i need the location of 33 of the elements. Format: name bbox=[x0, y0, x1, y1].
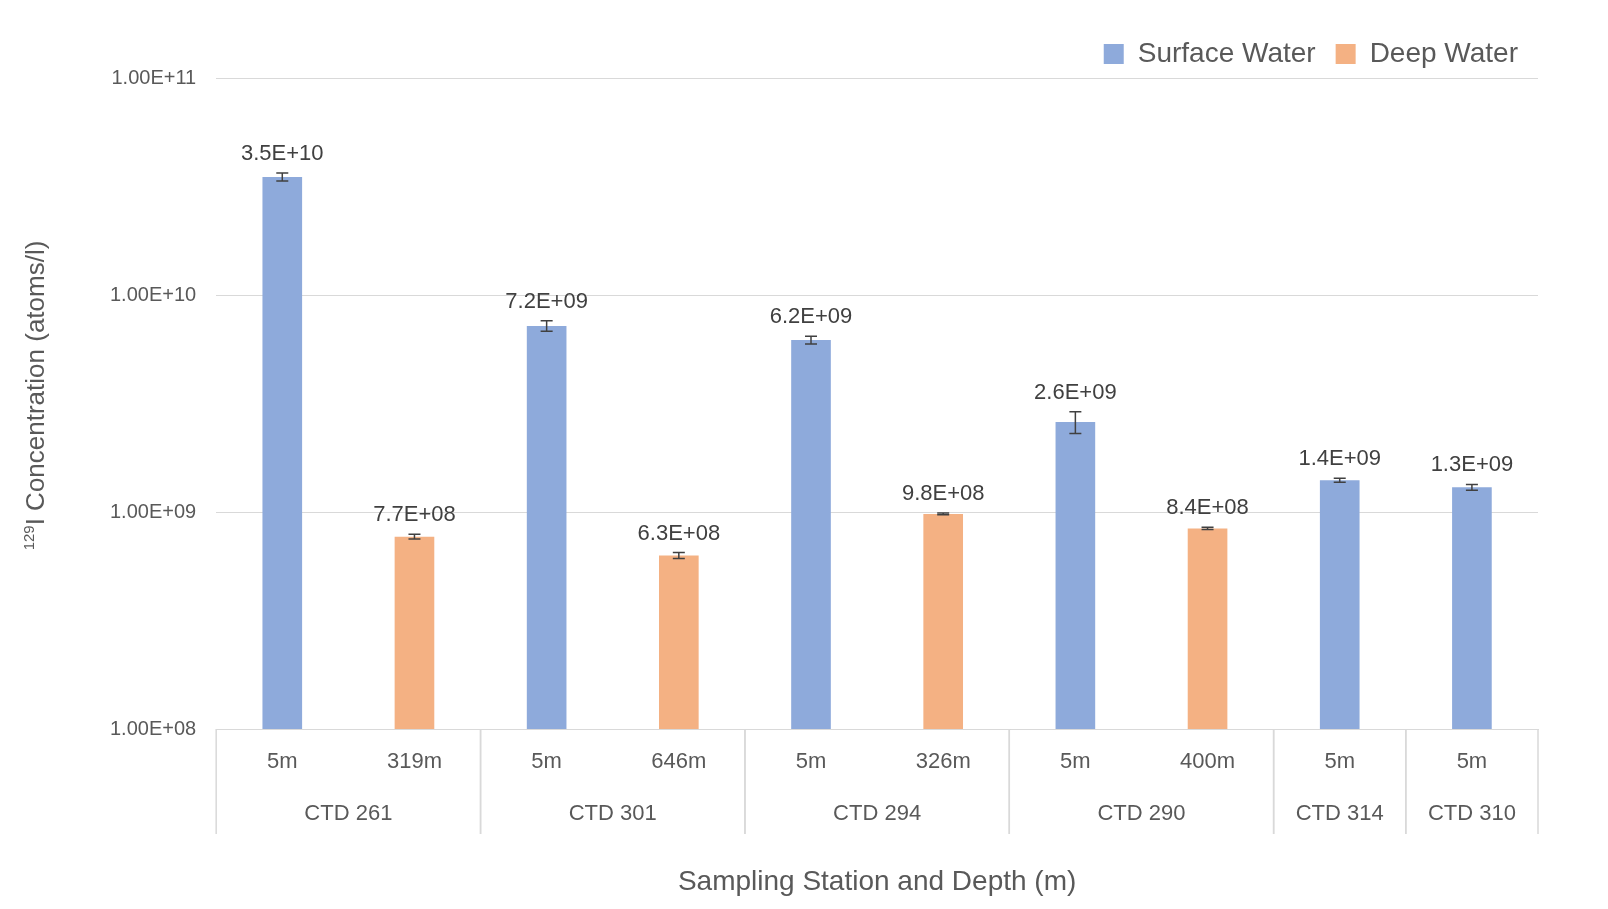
data-label: 8.4E+08 bbox=[1166, 494, 1249, 520]
text: CTD 314 bbox=[1295, 800, 1384, 826]
y-tick-label: 1.00E+09 bbox=[109, 499, 197, 522]
legend-label: Deep Water bbox=[1369, 36, 1519, 68]
x-tick-label: 5m bbox=[795, 748, 827, 774]
x-tick-label: 646m bbox=[651, 748, 707, 774]
y-tick-label: 1.00E+11 bbox=[111, 65, 197, 88]
data-label: 6.2E+09 bbox=[769, 303, 853, 329]
data-label: 3.5E+10 bbox=[240, 140, 324, 166]
text: CTD 294 bbox=[833, 800, 922, 826]
x-tick-label: 5m bbox=[1324, 748, 1356, 774]
x-tick-label: 5m bbox=[267, 748, 298, 774]
x-tick-label: 5m bbox=[531, 748, 562, 774]
data-label: 2.6E+09 bbox=[1034, 378, 1117, 404]
x-tick-label: 319m bbox=[386, 748, 442, 774]
x-tick-label: 326m bbox=[915, 748, 971, 774]
data-label: 7.2E+09 bbox=[505, 287, 588, 313]
data-label: 7.7E+08 bbox=[373, 501, 456, 527]
text: CTD 290 bbox=[1097, 800, 1186, 826]
x-tick-label: 400m bbox=[1180, 748, 1236, 774]
data-label: 1.4E+09 bbox=[1298, 445, 1382, 471]
x-tick-label: 5m bbox=[1060, 748, 1091, 774]
x-axis-title: Sampling Station and Depth (m) bbox=[677, 864, 1077, 896]
data-label: 6.3E+08 bbox=[637, 519, 721, 545]
text: CTD 310 bbox=[1427, 800, 1516, 826]
data-label: 1.3E+09 bbox=[1430, 451, 1514, 477]
y-tick-label: 1.00E+10 bbox=[109, 282, 197, 305]
x-tick-label: 5m bbox=[1456, 748, 1488, 774]
data-label: 9.8E+08 bbox=[901, 480, 985, 506]
y-tick-label: 1.00E+08 bbox=[109, 716, 197, 739]
text: CTD 301 bbox=[568, 800, 657, 826]
legend-label: Surface Water bbox=[1137, 36, 1316, 68]
text: CTD 261 bbox=[304, 800, 393, 826]
